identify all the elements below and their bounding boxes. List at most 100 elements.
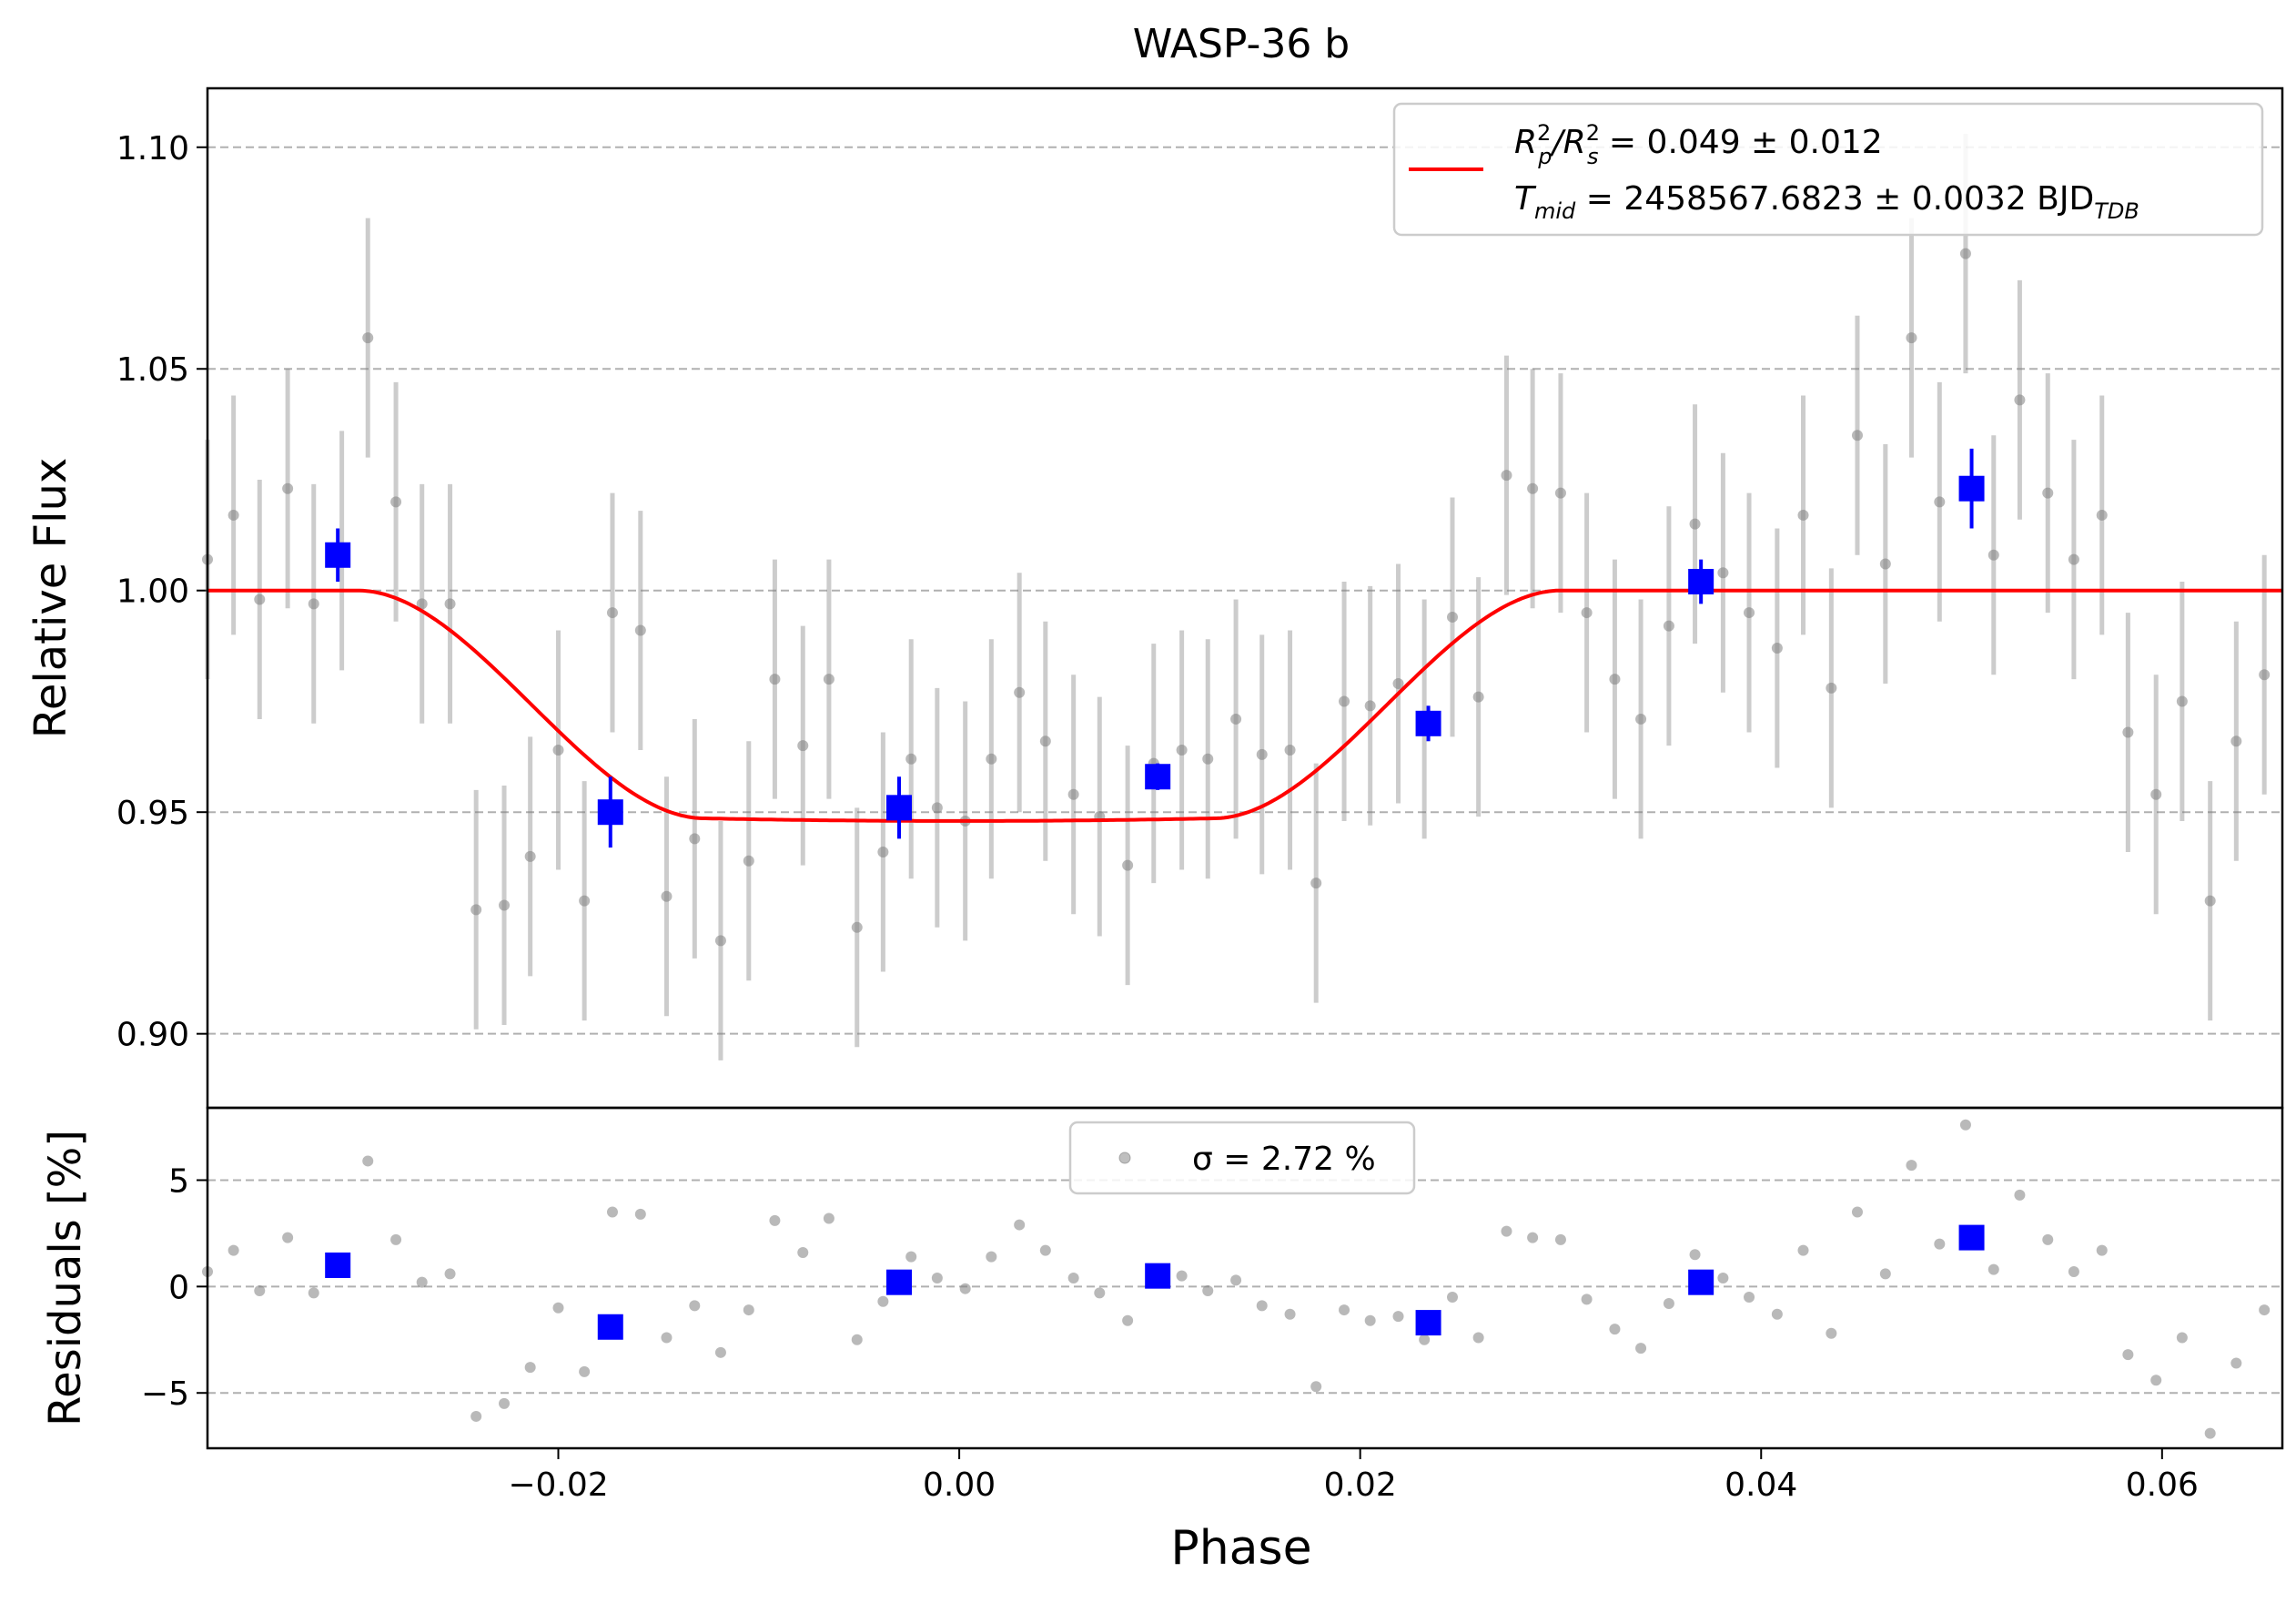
residual-point [1906,1160,1917,1172]
phase-x-ticks: −0.02 0.00 0.02 0.04 0.06 [508,1448,2199,1504]
residual-point [1256,1300,1268,1312]
flux-point [416,598,428,610]
flux-point [2122,726,2134,738]
residual-binned-point [886,1269,912,1295]
residuals-y-ticks: −5 0 5 [141,1162,207,1413]
residuals-legend-box [1068,1121,1416,1195]
flux-binned-points [325,448,1985,848]
residual-point [2122,1349,2134,1361]
residual-binned-point [1415,1310,1441,1336]
flux-binned-point [1145,764,1171,790]
flux-point [1554,487,1566,499]
chart-title: WASP-36 b [1133,21,1350,67]
flux-point [362,332,374,344]
flux-point [743,855,754,867]
phase-x-tick-label: −0.02 [508,1466,608,1504]
residual-binned-point [597,1314,623,1340]
flux-point [1609,674,1621,685]
flux-point [1447,611,1458,623]
residuals-y-tick-label: −5 [141,1375,189,1413]
residual-point [1284,1308,1296,1320]
residual-point [1527,1232,1539,1243]
residual-point [416,1276,428,1288]
flux-point [986,753,997,765]
flux-point [1202,753,1214,765]
flux-point [2068,553,2079,565]
flux-point [552,745,564,756]
flux-point [931,802,943,814]
phase-x-axis-label: Phase [1170,1521,1311,1576]
residual-point [1014,1219,1026,1231]
residual-point [1717,1273,1729,1283]
flux-point [661,890,673,902]
flux-point [2230,736,2242,747]
flux-point [499,899,511,911]
residual-point [1447,1292,1458,1304]
residual-point [689,1300,701,1312]
flux-binned-point [1958,475,1985,502]
residual-point [1771,1308,1783,1320]
flux-point [1851,430,1863,441]
residual-binned-point [325,1252,351,1278]
flux-binned-point [1415,710,1441,736]
residual-point [2176,1332,2188,1344]
residual-point [1392,1311,1404,1323]
residual-point [2259,1304,2271,1316]
residual-point [1959,1119,1971,1131]
residual-point [1635,1343,1647,1354]
residuals-y-tick-label: 0 [168,1269,189,1306]
flux-binned-point [1688,568,1714,594]
flux-y-tick-label: 1.10 [116,130,189,167]
flux-point [1934,496,1946,508]
flux-point [1959,248,1971,259]
residual-point [1501,1225,1512,1237]
residual-point [877,1295,889,1307]
flux-legend-box [1392,102,2264,237]
flux-point [823,674,834,685]
flux-y-tick-label: 0.95 [116,795,189,832]
flux-point [1067,788,1079,800]
residual-point [661,1332,673,1344]
residual-point [1689,1249,1701,1261]
flux-point [1717,567,1729,579]
flux-point [1256,748,1268,760]
residual-point [1122,1314,1134,1326]
residuals-legend-marker [1118,1152,1131,1164]
residual-point [606,1206,618,1218]
residual-point [444,1268,456,1280]
residual-point [1039,1244,1051,1256]
residuals-y-axis-label: Residuals [%] [40,1130,91,1426]
residual-point [2068,1265,2079,1277]
residual-point [1663,1298,1674,1310]
flux-y-ticks: 0.90 0.95 1.00 1.05 1.10 [116,130,207,1054]
residual-point [851,1334,863,1345]
flux-point [1689,518,1701,530]
residual-point [1934,1238,1946,1250]
flux-point [228,509,239,521]
residuals-unbinned-points [202,1119,2271,1439]
flux-point [2176,695,2188,707]
residuals-axes-frame [206,1106,2284,1450]
residual-point [1879,1268,1891,1280]
residual-point [1744,1292,1755,1304]
residual-point [1067,1273,1079,1283]
flux-point [1364,700,1376,712]
phase-x-tick-label: 0.00 [923,1466,996,1504]
residual-point [634,1208,646,1220]
flux-point [1663,620,1674,632]
residual-point [2204,1427,2216,1439]
residual-point [743,1304,754,1316]
flux-point [1310,878,1322,889]
flux-point [769,674,781,685]
residual-point [1581,1294,1593,1305]
residual-point [362,1155,374,1167]
transit-model-curve [207,588,2282,823]
residual-point [1988,1263,1999,1275]
phase-x-tick-label: 0.06 [2126,1466,2199,1504]
flux-point [1284,745,1296,756]
residual-point [797,1246,809,1258]
flux-point [2150,788,2162,800]
flux-point [254,594,266,605]
